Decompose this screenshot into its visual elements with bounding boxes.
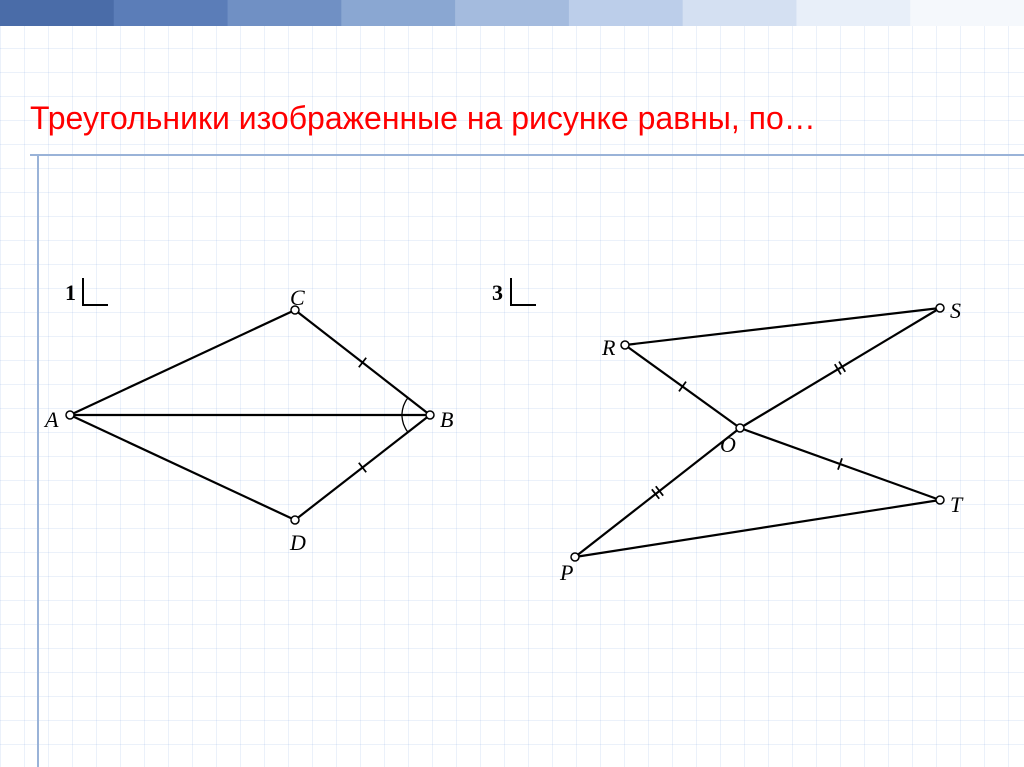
point-label-T: T — [950, 492, 962, 518]
page: Треугольники изображенные на рисунке рав… — [0, 0, 1024, 767]
problem-frame-1 — [82, 278, 108, 306]
point-label-O: O — [720, 432, 736, 458]
page-title: Треугольники изображенные на рисунке рав… — [30, 100, 1010, 137]
point-label-R: R — [602, 335, 615, 361]
point-label-P: P — [560, 560, 573, 586]
problem-frame-3 — [510, 278, 536, 306]
point-label-B: B — [440, 407, 453, 433]
point-label-S: S — [950, 298, 961, 324]
point-label-C: C — [290, 285, 305, 311]
point-label-A: A — [45, 407, 58, 433]
point-label-D: D — [290, 530, 306, 556]
problem-number-3: 3 — [492, 280, 503, 306]
problem-number-1: 1 — [65, 280, 76, 306]
